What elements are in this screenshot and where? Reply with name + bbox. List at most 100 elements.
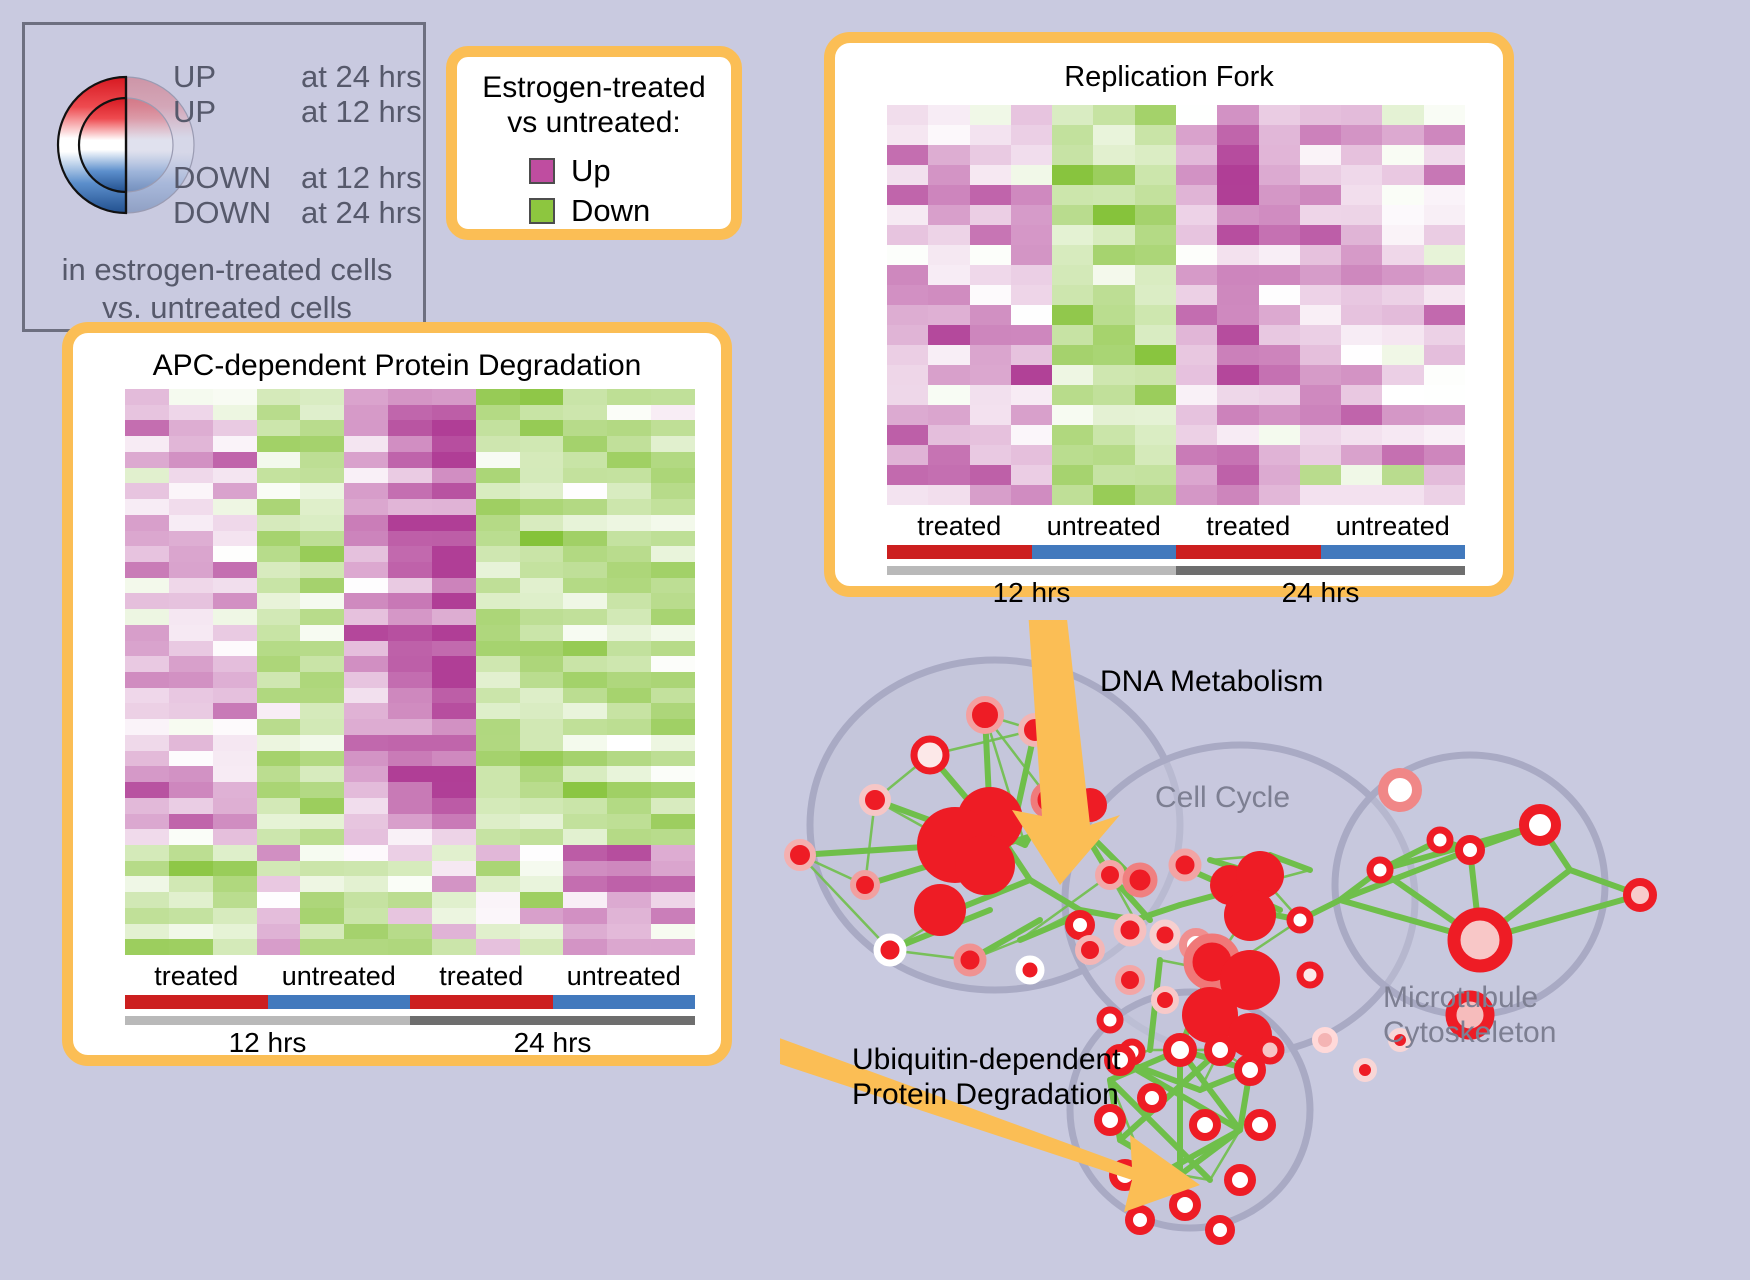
heatmap-cell <box>1093 465 1135 485</box>
heatmap-cell <box>256 860 301 877</box>
heatmap-cell <box>125 656 169 672</box>
heatmap-cell <box>1134 185 1176 205</box>
heatmap-cell <box>1299 165 1342 185</box>
heatmap-cell <box>1093 285 1135 305</box>
heatmap-cell <box>212 687 257 704</box>
heatmap-cell <box>300 624 345 641</box>
heatmap-cell <box>1052 365 1094 385</box>
heatmap-cell <box>651 451 695 468</box>
untreated-bar <box>552 995 695 1009</box>
heatmap-cell <box>344 813 389 830</box>
network-node <box>1296 961 1324 989</box>
heatmap-cell <box>475 907 520 924</box>
heatmap-cell <box>256 624 301 641</box>
legend-item-down: Down <box>529 193 650 229</box>
heatmap-cell <box>1175 385 1218 405</box>
heatmap-cell <box>651 514 695 531</box>
heatmap-cell <box>1093 265 1135 285</box>
heatmap-cell <box>928 385 970 405</box>
heatmap-cell <box>651 404 695 421</box>
heatmap-cell <box>344 593 389 610</box>
heatmap-cell <box>1341 265 1383 285</box>
heatmap-cell <box>212 703 257 720</box>
condition-name: treated <box>917 511 1002 541</box>
heatmap-cell <box>1382 105 1424 125</box>
heatmap-cell <box>519 907 564 924</box>
heatmap-cell <box>125 750 169 767</box>
heatmap-cell <box>388 939 432 955</box>
expression-legend-title-line2: vs untreated: <box>507 105 681 139</box>
heatmap-cell <box>1217 365 1259 385</box>
heatmap-cell <box>1258 465 1300 485</box>
gene-network-diagram <box>780 620 1750 1280</box>
heatmap-cell <box>1258 105 1300 125</box>
heatmap-cell <box>1217 425 1259 445</box>
heatmap-cell <box>887 145 929 165</box>
cluster-label-ubiquitin-degradation: Ubiquitin-dependent Protein Degradation <box>852 1042 1122 1113</box>
heatmap-cell <box>651 640 695 657</box>
network-node <box>910 735 950 775</box>
heatmap-cell <box>563 530 608 547</box>
heatmap-cell <box>431 436 476 452</box>
heatmap-cell <box>300 404 345 421</box>
heatmap-cell <box>125 766 169 783</box>
heatmap-cell <box>300 892 345 908</box>
heatmap-cell <box>212 750 257 767</box>
cluster-label-line2: Protein Degradation <box>852 1078 1119 1112</box>
heatmap-cell <box>607 876 652 893</box>
heatmap-cell <box>388 703 432 720</box>
heatmap-cell <box>563 640 608 657</box>
network-node <box>850 870 880 900</box>
network-node <box>1224 889 1276 941</box>
heatmap-cell <box>431 624 476 641</box>
heatmap-cell <box>887 205 929 225</box>
condition-name: untreated <box>1046 511 1161 541</box>
heatmap-cell <box>1258 405 1300 425</box>
heatmap-cell <box>928 265 970 285</box>
heatmap-cell <box>519 876 564 893</box>
network-node <box>1125 1205 1155 1235</box>
heatmap-cell <box>1010 465 1053 485</box>
heatmap-cell <box>256 703 301 720</box>
heatmap-cell <box>563 483 608 500</box>
heatmap-cell <box>212 734 257 751</box>
heatmap-cell <box>563 609 608 625</box>
heatmap-cell <box>388 404 432 421</box>
heatmap-cell <box>1341 385 1383 405</box>
heatmap-cell <box>431 687 476 704</box>
network-node <box>1255 1035 1285 1065</box>
heatmap-cell <box>1052 425 1094 445</box>
heatmap-cell <box>1010 385 1053 405</box>
network-node <box>1445 990 1495 1040</box>
heatmap-cell <box>651 593 695 610</box>
heatmap-cell <box>651 876 695 893</box>
heatmap-cell <box>1423 165 1465 185</box>
heatmap-cell <box>1134 305 1176 325</box>
network-nodes <box>784 696 1657 1245</box>
heatmap-cell <box>1175 345 1218 365</box>
heatmap-cell <box>475 546 520 562</box>
colorwheel-caption-line2: vs. untreated cells <box>102 289 352 325</box>
heatmap-cell <box>1175 245 1218 265</box>
heatmap-cell <box>344 750 389 767</box>
network-node <box>1234 1054 1266 1086</box>
network-node <box>1189 1109 1221 1141</box>
heatmap-cell <box>1217 185 1259 205</box>
heatmap-cell <box>928 285 970 305</box>
heatmap-cell <box>1258 205 1300 225</box>
cluster-label-cell-cycle: Cell Cycle <box>1155 781 1291 814</box>
heatmap-cell <box>212 436 257 452</box>
heatmap-cell <box>651 483 695 500</box>
heatmap-cell <box>1258 365 1300 385</box>
heatmap-cell <box>1341 365 1383 385</box>
heatmap-cell <box>1010 245 1053 265</box>
heatmap-cell <box>607 892 652 908</box>
heatmap-cell <box>563 514 608 531</box>
heatmap-cell <box>563 750 608 767</box>
heatmap-cell <box>607 703 652 720</box>
legend-item-label: Up <box>571 153 611 188</box>
heatmap-cell <box>563 844 608 861</box>
heatmap-cell <box>256 797 301 814</box>
heatmap-cell <box>1010 185 1053 205</box>
heatmap-cell <box>607 656 652 672</box>
